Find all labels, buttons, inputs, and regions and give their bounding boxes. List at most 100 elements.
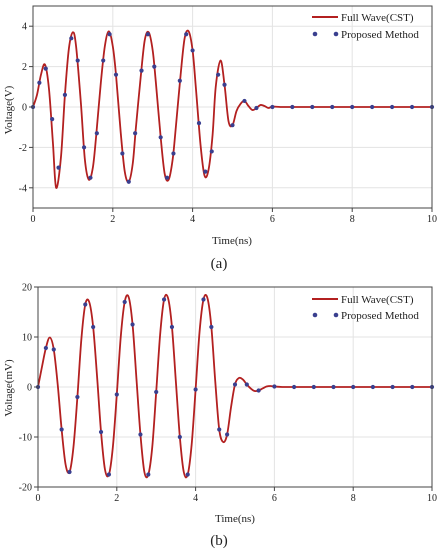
panel-b-proposed-point-31: [331, 384, 336, 390]
panel-b-xtick-label-2: 4: [193, 493, 198, 504]
panel-a-proposed-point-31: [230, 123, 235, 128]
panel-a-series: [30, 29, 435, 189]
panel-a-proposed-point-12: [107, 32, 112, 37]
panel-a-proposed-point-22: [171, 151, 176, 156]
legend-a-marker-swatch-1: [312, 31, 318, 37]
panel-a-proposed-point-30: [222, 82, 227, 87]
panel-b-proposed-point-26: [244, 382, 249, 387]
panel-b-xtick-label-5: 10: [427, 493, 437, 504]
panel-b-proposed-point-24: [225, 432, 230, 437]
panel-b-proposed-point-2: [51, 347, 56, 352]
panel-b-proposed-point-16: [161, 297, 167, 302]
panel-b-proposed-point-27: [256, 388, 261, 393]
panel-a-xtick-label-0: 0: [31, 214, 36, 225]
panel-a-proposed-point-41: [409, 104, 415, 110]
panel-a-ytick-label-1: -2: [19, 143, 27, 154]
panel-a-ytick-label-0: -4: [19, 183, 27, 194]
panel-b-proposed-point-33: [370, 384, 375, 390]
panel-a-ytick-label-3: 2: [22, 62, 27, 73]
panel-a-proposed-point-11: [101, 58, 106, 63]
legend-b-line-label: Full Wave(CST): [341, 294, 414, 306]
panel-b-series: [35, 293, 435, 479]
panel-b-ylabel: Voltage(mV): [3, 359, 15, 417]
panel-a-ylabel: Voltage(V): [3, 85, 15, 134]
panel-b-proposed-point-5: [75, 394, 80, 400]
panel-a-proposed-point-32: [242, 98, 247, 104]
panel-a-proposed-point-24: [184, 32, 189, 37]
panel-a-proposed-point-25: [190, 48, 195, 53]
panel-b-proposed-point-8: [98, 429, 104, 435]
legend-a-marker-swatch-2: [333, 31, 339, 37]
legend-a-line-label: Full Wave(CST): [341, 12, 414, 24]
panel-b-proposed-point-32: [351, 384, 356, 390]
panel-b-ytick-label-4: 20: [22, 283, 32, 294]
panel-b-proposed-point-22: [209, 324, 214, 330]
panel-a-xtick-label-3: 6: [270, 214, 275, 225]
panel-b-proposed-point-15: [154, 389, 159, 395]
panel-a-proposed-point-6: [69, 36, 74, 41]
panel-a-proposed-point-39: [370, 104, 375, 110]
panel-b-legend: Full Wave(CST) Proposed Method: [312, 294, 419, 322]
panel-a-proposed-point-28: [209, 149, 214, 154]
legend-b-marker-swatch-1: [312, 312, 318, 318]
legend-a-marker-label: Proposed Method: [341, 29, 419, 41]
panel-b-proposed-point-3: [59, 427, 64, 432]
panel-a-proposed-point-20: [158, 135, 163, 140]
panel-a-proposed-point-34: [270, 104, 275, 110]
panel-b-proposed-point-20: [193, 387, 198, 392]
panel-a-proposed-point-27: [203, 169, 208, 174]
panel-a-proposed-point-37: [330, 104, 335, 110]
panel-b-ytick-label-3: 10: [22, 333, 32, 344]
panel-b-proposed-point-6: [83, 302, 88, 307]
panel-b-proposed-point-14: [146, 472, 151, 477]
panel-a-ytick-label-2: 0: [22, 103, 27, 114]
panel-b-proposed-point-30: [311, 384, 316, 390]
panel-b-ytick-label-1: -10: [19, 433, 32, 444]
panel-b-ticks: 0 2 4 6 8 10 -20 -10 0 10 20: [19, 283, 437, 505]
panel-b-proposed-point-21: [201, 297, 206, 302]
panel-a-proposed-point-7: [75, 58, 80, 63]
panel-a-proposed-point-4: [56, 165, 61, 170]
panel-b-ytick-label-2: 0: [27, 383, 32, 394]
panel-a-proposed-point-18: [145, 32, 151, 37]
panel-a-legend: Full Wave(CST) Proposed Method: [312, 12, 419, 41]
panel-a-xlabel: Time(ns): [212, 235, 252, 247]
panel-a-xtick-label-1: 2: [110, 214, 115, 225]
panel-a-proposed-point-8: [81, 145, 87, 150]
panel-b-proposed-point-10: [114, 392, 119, 397]
panel-a-proposed-point-29: [216, 72, 221, 77]
panel-a-proposed-point-1: [37, 80, 42, 85]
panel-a-proposed-point-21: [164, 175, 170, 180]
panel-a-proposed-point-36: [310, 104, 315, 110]
panel-a-proposed-point-19: [152, 64, 157, 69]
panel-a: 0 2 4 6 8 10 -4 -2 0 2 4 Time(ns) Voltage(V) Full …: [3, 5, 437, 272]
panel-a-proposed-point-16: [133, 131, 138, 136]
panel-a-proposed-point-35: [290, 104, 295, 110]
panel-b-proposed-point-17: [169, 324, 175, 330]
panel-b-proposed-point-13: [138, 432, 143, 437]
panel-b-proposed-point-28: [272, 384, 277, 389]
panel-b-xtick-label-4: 8: [351, 493, 356, 504]
panel-a-xtick-label-2: 4: [190, 214, 195, 225]
legend-b-marker-swatch-2: [333, 312, 339, 318]
panel-a-ticks: 0 2 4 6 8 10 -4 -2 0 2 4: [19, 22, 437, 225]
panel-a-series-full-wave-line: [32, 29, 432, 189]
panel-a-xtick-label-4: 8: [350, 214, 355, 225]
panel-b-proposed-point-34: [390, 384, 395, 390]
panel-a-ytick-label-4: 4: [22, 22, 27, 33]
panel-b-proposed-point-11: [122, 299, 127, 305]
panel-a-xtick-label-5: 10: [427, 214, 437, 225]
panel-b-proposed-point-12: [130, 322, 135, 327]
panel-b-proposed-point-29: [292, 384, 297, 390]
panel-a-proposed-point-38: [350, 104, 355, 110]
panel-b-xtick-label-0: 0: [36, 493, 41, 504]
panel-b-xtick-label-3: 6: [272, 493, 277, 504]
panel-b-xlabel: Time(ns): [215, 513, 255, 525]
panel-a-caption: (a): [211, 256, 228, 272]
panel-b-proposed-point-18: [177, 434, 182, 440]
panel-a-proposed-point-23: [177, 78, 182, 83]
panel-b-ytick-label-0: -20: [19, 483, 32, 494]
panel-b-proposed-point-23: [217, 427, 222, 432]
